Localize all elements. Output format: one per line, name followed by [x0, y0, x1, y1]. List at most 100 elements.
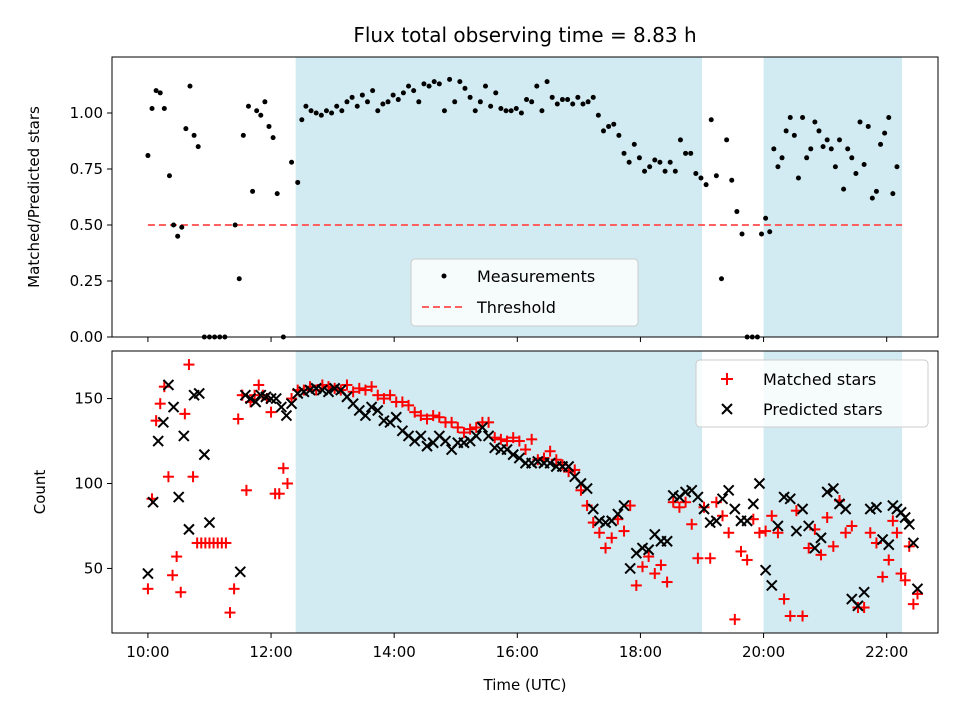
matched-star-point — [624, 500, 636, 512]
predicted-star-stroke — [562, 460, 575, 473]
predicted-star-stroke — [142, 567, 154, 580]
measurement-point — [171, 222, 177, 228]
predicted-star-stroke — [532, 455, 544, 468]
predicted-star-point — [815, 532, 827, 544]
measurement-point — [677, 137, 683, 143]
measurement-point — [339, 108, 345, 114]
predicted-star-stroke — [507, 448, 519, 461]
predicted-star-stroke — [234, 566, 246, 578]
predicted-star-stroke — [852, 600, 864, 612]
measurement-point — [621, 150, 627, 156]
predicted-star-stroke — [239, 389, 252, 401]
measurement-point — [179, 224, 185, 230]
predicted-star-point — [741, 515, 753, 527]
measurement-point — [493, 90, 499, 96]
top-x-ticks — [147, 337, 888, 342]
matched-star-point — [723, 527, 735, 539]
measurement-point — [832, 164, 838, 170]
predicted-star-point — [883, 538, 895, 551]
matched-star-point — [175, 586, 187, 598]
measurement-point — [841, 186, 847, 192]
predicted-star-stroke — [476, 421, 489, 434]
measurement-point — [882, 130, 888, 136]
matched-star-point — [277, 462, 289, 474]
predicted-star-point — [903, 518, 915, 530]
predicted-star-stroke — [790, 525, 803, 537]
measurement-point — [406, 83, 412, 89]
measurement-point — [329, 110, 335, 116]
measurement-point — [787, 114, 793, 120]
measurement-point — [713, 173, 719, 179]
predicted-star-point — [821, 486, 833, 498]
measurement-point — [590, 94, 596, 100]
predicted-star-stroke — [365, 401, 378, 413]
measurement-point — [544, 79, 550, 85]
predicted-star-point — [275, 401, 288, 413]
matched-star-point — [883, 554, 895, 566]
matched-star-point — [179, 408, 191, 420]
measurement-point — [812, 119, 818, 125]
measurement-point — [503, 108, 509, 114]
predicted-star-stroke — [710, 515, 723, 527]
measurement-point — [187, 83, 193, 89]
measurement-point — [759, 231, 765, 237]
matched-star-point — [618, 525, 630, 537]
measurement-point — [524, 97, 530, 103]
predicted-star-stroke — [328, 382, 341, 395]
matched-star-point — [513, 435, 525, 447]
measurement-point — [767, 229, 773, 235]
matched-star-point — [887, 515, 899, 527]
predicted-star-stroke — [270, 392, 282, 405]
measurement-point — [166, 173, 172, 179]
predicted-star-stroke — [846, 593, 858, 605]
top-y-tick-label: 0.25 — [70, 272, 103, 290]
measurement-point — [411, 88, 417, 94]
predicted-star-point — [759, 564, 772, 576]
measurement-point — [894, 164, 900, 170]
top-legend-box — [410, 258, 639, 327]
predicted-star-stroke — [778, 491, 790, 503]
matched-star-point — [232, 413, 244, 425]
predicted-star-point — [753, 477, 766, 490]
predicted-star-stroke — [766, 579, 778, 592]
predicted-star-stroke — [692, 491, 704, 503]
predicted-star-stroke — [858, 586, 870, 598]
predicted-star-point — [661, 535, 673, 547]
matched-star-point — [877, 571, 889, 583]
measurement-point — [642, 168, 648, 174]
matched-star-point — [353, 382, 365, 394]
measurement-point — [775, 164, 781, 170]
measurement-point — [421, 81, 427, 87]
measurement-point — [344, 99, 350, 105]
predicted-star-stroke — [803, 520, 815, 532]
predicted-star-point — [167, 401, 180, 413]
measurement-point — [688, 150, 694, 156]
predicted-star-stroke — [667, 489, 679, 502]
measurement-point — [878, 141, 884, 147]
bottom-legend: Matched stars Predicted stars — [695, 359, 929, 428]
x-axis-label: Time (UTC) — [483, 676, 567, 694]
top-plot-frame — [111, 56, 939, 338]
matched-star-point — [766, 510, 778, 522]
matched-star-point — [667, 496, 679, 508]
matched-star-point — [717, 510, 729, 522]
predicted-star-point — [372, 404, 384, 417]
measurement-point — [323, 108, 329, 114]
predicted-star-point — [870, 501, 883, 513]
observing-window-band — [295, 351, 702, 633]
measurement-point — [488, 103, 494, 109]
measurement-point — [385, 99, 391, 105]
measurement-point — [467, 94, 473, 100]
measurement-point — [370, 88, 376, 94]
measurement-point — [183, 126, 189, 132]
measurement-point — [191, 132, 197, 138]
matched-star-point — [846, 520, 858, 532]
top-y-tick-label: 0.00 — [70, 328, 103, 346]
matched-star-point — [220, 537, 232, 549]
predicted-star-stroke — [581, 482, 593, 495]
predicted-star-point — [729, 503, 741, 515]
predicted-star-point — [482, 430, 495, 442]
measurement-point — [513, 106, 519, 112]
matched-star-point — [452, 421, 464, 433]
predicted-star-point — [544, 457, 556, 469]
